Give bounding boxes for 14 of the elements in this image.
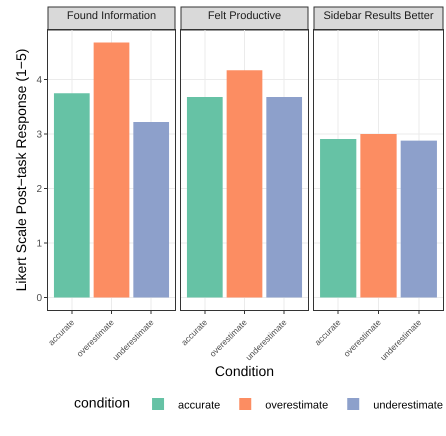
y-tick-label: 0 [36, 292, 42, 304]
y-tick-label: 4 [36, 75, 42, 86]
legend-label: overestimate [265, 399, 328, 412]
y-tick-label: 1 [36, 238, 42, 250]
y-tick-label: 2 [36, 184, 42, 196]
legend-label: accurate [178, 399, 220, 412]
legend-title: condition [74, 394, 130, 411]
y-tick-label: 3 [36, 130, 42, 141]
legend-label: underestimate [373, 399, 443, 412]
chart-title: Found Information [66, 10, 156, 22]
chart-title: Sidebar Results Better [323, 10, 434, 22]
chart-title: Felt Productive [208, 10, 282, 22]
y-axis-title: Likert Scale Post−task Response (1−5) [13, 48, 30, 292]
x-axis-title: Condition [214, 362, 274, 379]
